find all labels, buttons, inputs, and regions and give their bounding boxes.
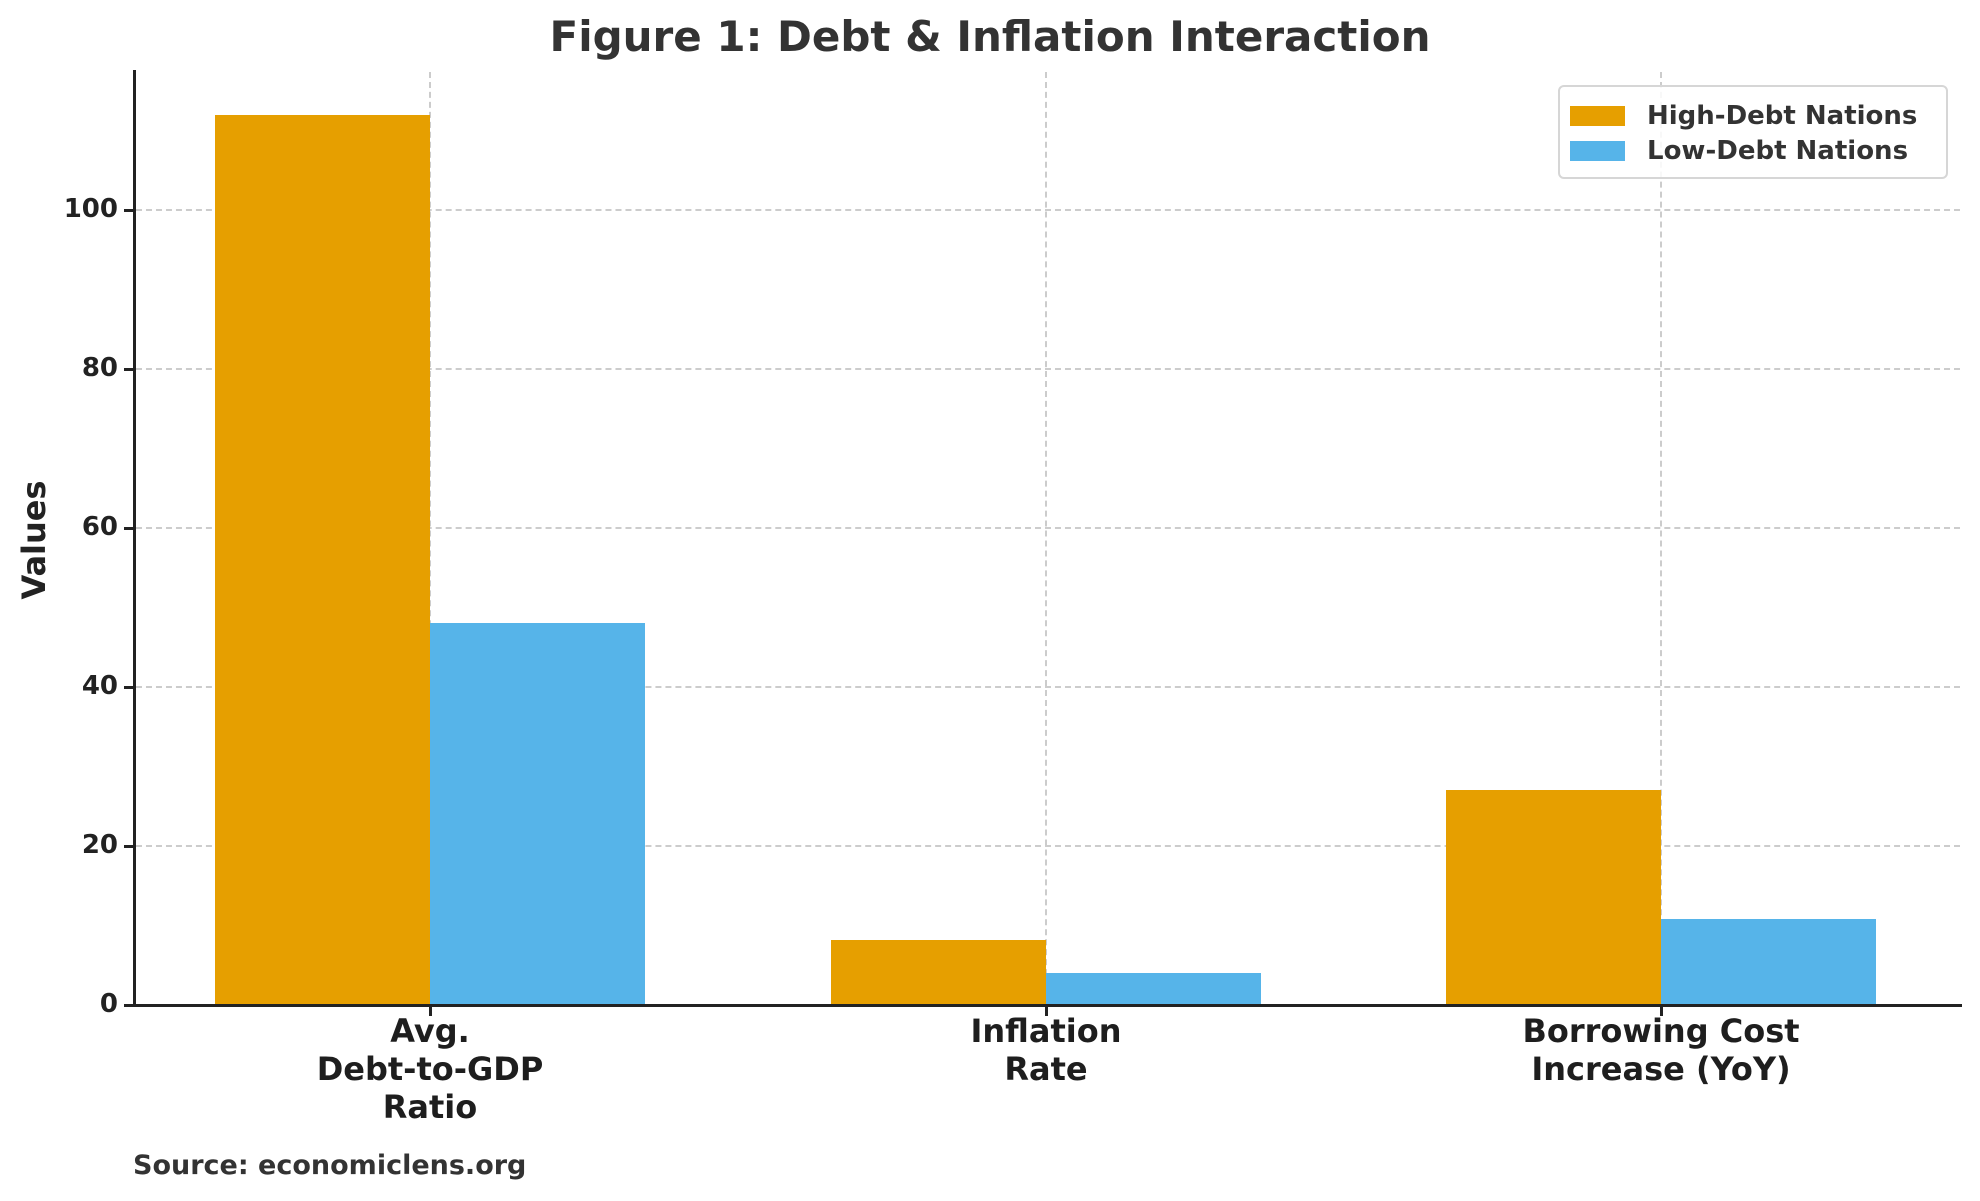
gridline-vertical [1660, 72, 1662, 1005]
y-axis-title: Values [15, 480, 53, 600]
x-tick-label: Borrowing Cost Increase (YoY) [1522, 1012, 1800, 1088]
legend-item-low-debt: Low-Debt Nations [1570, 136, 1908, 166]
gridline-horizontal [136, 209, 1960, 211]
gridline-horizontal [136, 686, 1960, 688]
bar-high-debt [215, 114, 430, 1005]
gridline-horizontal [136, 845, 1960, 847]
x-tick-label: Avg. Debt-to-GDP Ratio [316, 1012, 544, 1126]
chart-title: Figure 1: Debt & Inflation Interaction [549, 12, 1431, 61]
legend-label: High-Debt Nations [1647, 101, 1918, 131]
legend-item-high-debt: High-Debt Nations [1570, 101, 1917, 131]
y-tick-label: 40 [81, 671, 118, 701]
y-axis-line [133, 70, 136, 1007]
bar-high-debt [1446, 790, 1661, 1005]
y-tick-mark [124, 209, 133, 212]
y-tick-label: 20 [81, 830, 118, 860]
x-tick-mark [1045, 1007, 1048, 1016]
legend-swatch-low-debt [1570, 141, 1625, 161]
y-tick-label: 100 [63, 194, 118, 224]
y-tick-mark [124, 1004, 133, 1007]
x-axis-line [133, 1004, 1962, 1007]
legend-swatch-high-debt [1570, 106, 1625, 126]
y-tick-mark [124, 845, 133, 848]
y-tick-mark [124, 527, 133, 530]
bar-low-debt [430, 623, 645, 1005]
x-tick-mark [1660, 1007, 1663, 1016]
y-tick-label: 60 [81, 512, 118, 542]
bar-low-debt [1661, 919, 1876, 1005]
gridline-horizontal [136, 527, 1960, 529]
y-tick-mark [124, 368, 133, 371]
y-tick-label: 80 [81, 353, 118, 383]
gridline-vertical [429, 72, 431, 1005]
source-note: Source: economiclens.org [133, 1150, 527, 1181]
y-tick-mark [124, 686, 133, 689]
bar-high-debt [831, 939, 1046, 1005]
bar-low-debt [1046, 973, 1261, 1005]
legend: High-Debt Nations Low-Debt Nations [1558, 85, 1948, 179]
x-tick-label: Inflation Rate [970, 1012, 1122, 1088]
x-tick-mark [429, 1007, 432, 1016]
y-tick-label: 0 [99, 989, 118, 1019]
gridline-horizontal [136, 368, 1960, 370]
legend-label: Low-Debt Nations [1647, 136, 1909, 166]
gridline-vertical [1045, 72, 1047, 1005]
